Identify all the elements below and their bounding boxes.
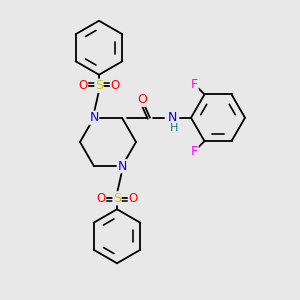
Text: S: S (113, 192, 121, 205)
Text: H: H (170, 123, 178, 133)
Text: O: O (78, 79, 88, 92)
Text: O: O (137, 93, 147, 106)
Text: O: O (110, 79, 120, 92)
Text: O: O (96, 192, 106, 205)
Text: F: F (191, 145, 198, 158)
Text: N: N (89, 111, 99, 124)
Text: S: S (95, 79, 103, 92)
Text: N: N (117, 160, 127, 173)
Text: F: F (191, 78, 198, 91)
Text: N: N (167, 111, 177, 124)
Text: O: O (128, 192, 138, 205)
